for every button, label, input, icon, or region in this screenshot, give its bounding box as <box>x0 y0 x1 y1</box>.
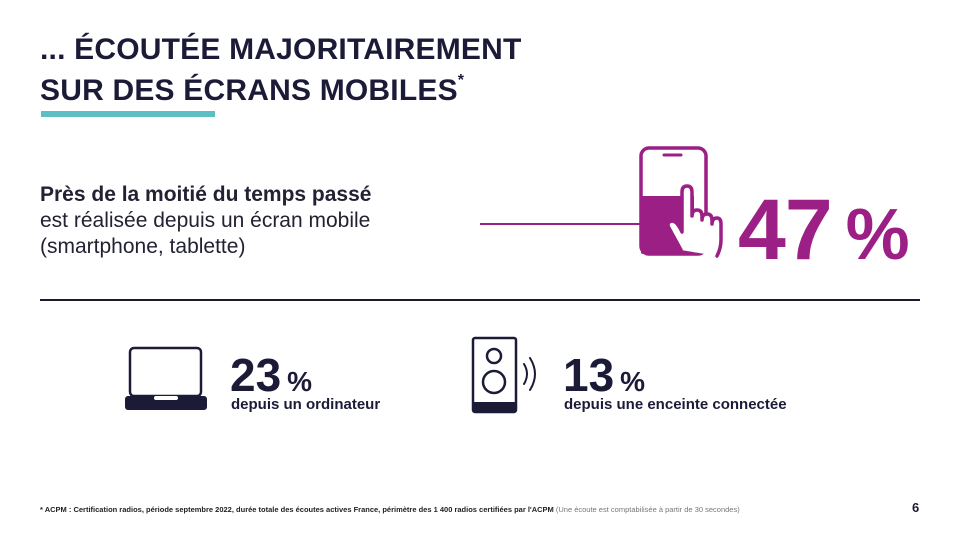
connector-line <box>480 223 642 225</box>
computer-share-unit: % <box>287 366 313 397</box>
footnote: * ACPM : Certification radios, période s… <box>40 505 740 514</box>
laptop-icon <box>125 346 207 410</box>
speaker-share-value: 13% <box>563 350 645 407</box>
title-line-2-text: SUR DES ÉCRANS MOBILES <box>40 74 458 107</box>
lead-line-2: est réalisée depuis un écran mobile <box>40 209 371 232</box>
speaker-share-label: depuis une enceinte connectée <box>564 396 787 413</box>
computer-share-value: 23% <box>230 350 312 407</box>
title-underline-bar <box>41 111 215 117</box>
page-number: 6 <box>912 500 920 515</box>
connected-speaker-icon <box>471 336 536 414</box>
mobile-share-unit: % <box>845 195 910 275</box>
footnote-main: * ACPM : Certification radios, période s… <box>40 505 554 514</box>
mobile-share-number: 47 <box>738 182 833 278</box>
footnote-secondary: (Une écoute est comptabilisée à partir d… <box>553 505 740 514</box>
mobile-share-value: 47% <box>738 182 910 281</box>
section-divider <box>40 299 920 301</box>
title-line-2: SUR DES ÉCRANS MOBILES* <box>40 67 522 108</box>
smartphone-touch-icon <box>639 146 723 258</box>
lead-bold-line: Près de la moitié du temps passé <box>40 183 372 206</box>
lead-line-3: (smartphone, tablette) <box>40 235 246 258</box>
speaker-share-number: 13 <box>563 349 615 401</box>
computer-share-number: 23 <box>230 349 282 401</box>
speaker-share-unit: % <box>620 366 646 397</box>
title-asterisk: * <box>457 72 465 89</box>
title-line-1: ... ÉCOUTÉE MAJORITAIREMENT <box>40 33 522 66</box>
lead-text: Près de la moitié du temps passé est réa… <box>40 182 371 260</box>
page-title: ... ÉCOUTÉE MAJORITAIREMENT SUR DES ÉCRA… <box>40 32 522 108</box>
computer-share-label: depuis un ordinateur <box>231 396 381 413</box>
